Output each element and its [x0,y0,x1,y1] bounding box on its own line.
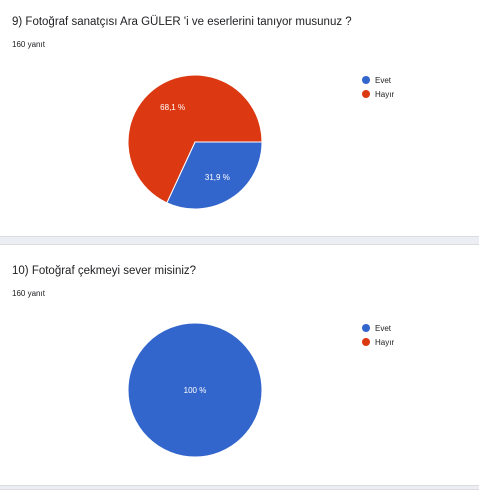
pie-chart: 31,9 % 68,1 % [127,74,263,210]
question-card-10: 10) Fotoğraf çekmeyi sever misiniz? 160 … [0,245,479,485]
legend-item-hayir[interactable]: Hayır [362,87,394,101]
legend-label: Evet [375,323,392,333]
section-divider [0,485,479,490]
response-count: 160 yanıt [12,289,45,298]
question-title: 10) Fotoğraf çekmeyi sever misiniz? [12,265,197,277]
legend-swatch [362,76,370,84]
legend-item-hayir[interactable]: Hayır [362,335,394,349]
legend-swatch [362,324,370,332]
legend-label: Evet [375,75,392,85]
chart-legend: Evet Hayır [362,321,394,349]
pie-data-label: 31,9 % [205,173,230,182]
pie-data-label: 100 % [184,386,207,395]
legend-label: Hayır [375,89,395,99]
question-title: 9) Fotoğraf sanatçısı Ara GÜLER 'i ve es… [12,16,352,28]
question-card-9: 9) Fotoğraf sanatçısı Ara GÜLER 'i ve es… [0,0,479,236]
legend-swatch [362,90,370,98]
chart-legend: Evet Hayır [362,73,394,101]
legend-item-evet[interactable]: Evet [362,321,394,335]
legend-swatch [362,338,370,346]
pie-slice-evet[interactable] [166,141,263,210]
pie-slice-hay-r[interactable] [127,74,263,204]
pie-data-label: 68,1 % [160,103,185,112]
response-count: 160 yanıt [12,40,45,49]
pie-slice-evet[interactable] [127,322,263,458]
pie-chart: 100 % [127,322,263,458]
legend-item-evet[interactable]: Evet [362,73,394,87]
section-divider [0,236,479,245]
legend-label: Hayır [375,337,395,347]
